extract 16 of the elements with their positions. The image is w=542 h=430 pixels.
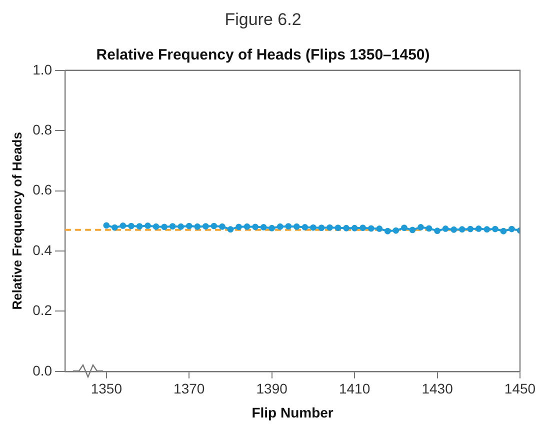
x-tick-label: 1430 <box>422 380 454 397</box>
x-tick-label: 1390 <box>256 380 288 397</box>
y-tick-label: 0.0 <box>32 362 52 378</box>
x-tick-label: 1370 <box>174 380 205 397</box>
y-axis-title: Relative Frequency of Heads <box>9 132 24 310</box>
x-axis-title: Flip Number <box>252 404 334 420</box>
x-tick-label: 1410 <box>338 380 370 397</box>
y-tick-label: 0.2 <box>32 302 52 318</box>
y-tick-label: 0.6 <box>32 182 52 198</box>
y-tick-label: 0.4 <box>32 242 52 258</box>
x-tick-label: 1350 <box>90 380 122 397</box>
chart-title: Figure 6.2 <box>224 10 302 29</box>
x-tick-label: 1450 <box>504 380 536 397</box>
chart-subtitle: Relative Frequency of Heads (Flips 1350–1450) <box>96 46 430 64</box>
y-tick-label: 0.8 <box>32 121 52 138</box>
y-tick-label: 1.0 <box>32 61 52 78</box>
